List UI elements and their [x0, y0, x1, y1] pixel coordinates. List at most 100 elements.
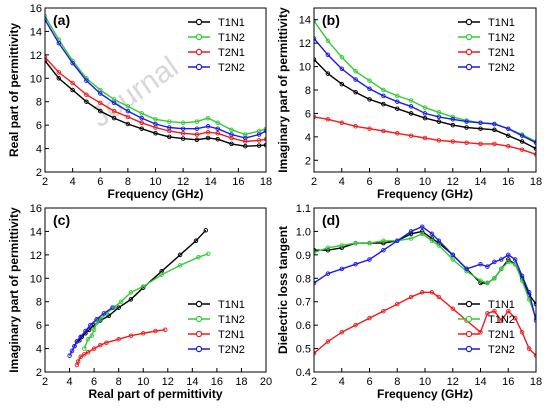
data-point-T1N1 — [125, 121, 131, 127]
data-point-T1N2 — [85, 336, 91, 342]
legend-label-T1N2: T1N2 — [488, 32, 515, 44]
series-line-T2N1 — [314, 291, 536, 357]
data-point-T2N2 — [72, 343, 77, 349]
panel-label: (c) — [53, 212, 70, 228]
data-point-T1N2 — [422, 105, 428, 110]
data-point-T1N1 — [256, 143, 262, 148]
x-tick-label: 8 — [394, 376, 400, 388]
y-tick-label: 12 — [299, 38, 311, 50]
data-point-T2N2 — [450, 252, 456, 258]
y-tick-label: 14 — [299, 15, 311, 27]
legend-label-T1N2: T1N2 — [218, 314, 245, 326]
data-point-T2N2 — [478, 120, 483, 126]
x-tick-label: 18 — [260, 176, 272, 188]
legend-label-T1N1: T1N1 — [488, 299, 515, 311]
x-tick-label: 10 — [419, 376, 431, 388]
data-point-T2N2 — [519, 133, 525, 138]
x-tick-label: 18 — [530, 376, 542, 388]
data-point-T2N1 — [180, 131, 186, 136]
data-point-T2N2 — [83, 328, 88, 334]
data-point-T2N2 — [367, 257, 372, 262]
legend-marker-T1N1 — [465, 300, 473, 308]
data-point-T1N2 — [381, 87, 386, 93]
data-point-T2N2 — [56, 40, 62, 46]
data-point-T1N2 — [139, 111, 144, 116]
data-point-T1N1 — [353, 90, 358, 95]
x-tick-label: 6 — [97, 176, 103, 188]
data-point-T2N1 — [381, 308, 386, 314]
data-point-T2N1 — [533, 152, 536, 157]
data-point-T1N2 — [395, 93, 400, 99]
y-tick-label: 0.6 — [296, 320, 311, 332]
data-point-T2N1 — [408, 294, 414, 300]
legend-marker-T1N1 — [195, 18, 203, 26]
data-point-T2N1 — [325, 117, 331, 122]
y-tick-label: 2 — [305, 155, 311, 167]
data-point-T1N2 — [353, 240, 358, 246]
x-tick-label: 16 — [232, 176, 244, 188]
data-point-T2N2 — [94, 317, 99, 322]
data-point-T1N2 — [140, 284, 146, 289]
series-line-T1N1 — [314, 59, 536, 150]
data-point-T2N1 — [339, 329, 345, 335]
series-line-T1N1 — [45, 60, 266, 147]
x-tick-label: 4 — [339, 176, 345, 188]
data-point-T2N2 — [464, 119, 469, 124]
data-point-T1N1 — [215, 136, 220, 142]
data-point-T1N1 — [167, 134, 172, 140]
data-point-T2N2 — [526, 290, 532, 295]
x-tick-label: 16 — [502, 376, 514, 388]
data-point-T1N1 — [436, 119, 442, 124]
data-point-T1N2 — [215, 120, 220, 126]
legend-label-T1N1: T1N1 — [218, 17, 245, 29]
data-point-T1N2 — [419, 231, 425, 237]
y-tick-label: 10 — [30, 273, 42, 285]
y-axis-label: Real part of permittivity — [7, 23, 21, 157]
y-tick-label: 4 — [36, 144, 42, 156]
series-line-T2N2 — [68, 307, 113, 356]
data-point-T2N1 — [125, 114, 131, 120]
x-tick-label: 8 — [394, 176, 400, 188]
data-point-T1N1 — [205, 135, 211, 141]
y-tick-label: 0.4 — [296, 367, 311, 379]
x-tick-label: 6 — [366, 176, 372, 188]
y-tick-label: 10 — [30, 73, 42, 85]
data-point-T1N2 — [485, 280, 490, 286]
data-point-T2N2 — [422, 111, 428, 116]
data-point-T2N1 — [325, 339, 331, 344]
data-point-T1N1 — [193, 238, 199, 244]
data-point-T1N2 — [533, 315, 536, 321]
data-point-T1N2 — [153, 117, 158, 122]
x-tick-label: 6 — [366, 376, 372, 388]
data-point-T1N1 — [70, 87, 75, 93]
data-point-T1N2 — [205, 115, 211, 121]
data-point-T2N1 — [485, 311, 490, 316]
data-point-T2N2 — [339, 266, 345, 272]
data-point-T1N2 — [429, 238, 435, 244]
y-tick-label: 1.1 — [296, 203, 311, 215]
y-tick-label: 14 — [30, 226, 42, 238]
legend-label-T2N1: T2N1 — [218, 329, 245, 341]
data-point-T1N2 — [339, 54, 345, 60]
legend-label-T1N2: T1N2 — [488, 314, 515, 326]
legend: T1N1 T1N2 T2N1 T2N2 — [458, 299, 515, 356]
data-point-T1N1 — [153, 131, 158, 136]
data-point-T2N1 — [367, 315, 372, 321]
plot-frame — [44, 207, 267, 373]
legend-marker-T2N1 — [465, 48, 473, 56]
y-tick-label: 4 — [36, 344, 42, 356]
data-point-T1N1 — [367, 97, 372, 102]
data-point-T2N2 — [492, 121, 497, 127]
data-point-T2N1 — [512, 315, 518, 321]
x-tick-label: 2 — [311, 376, 317, 388]
data-point-T1N1 — [464, 125, 469, 130]
data-point-T2N1 — [533, 353, 536, 358]
data-point-T2N1 — [104, 340, 109, 345]
y-tick-label: 0.9 — [296, 250, 311, 262]
legend-label-T2N2: T2N2 — [218, 62, 245, 74]
data-point-T2N2 — [110, 305, 115, 310]
legend-label-T1N2: T1N2 — [218, 32, 245, 44]
x-tick-label: 14 — [474, 176, 486, 188]
y-axis-label: Imaginary part of permittivity — [276, 7, 290, 173]
series-line-T1N2 — [314, 233, 536, 319]
